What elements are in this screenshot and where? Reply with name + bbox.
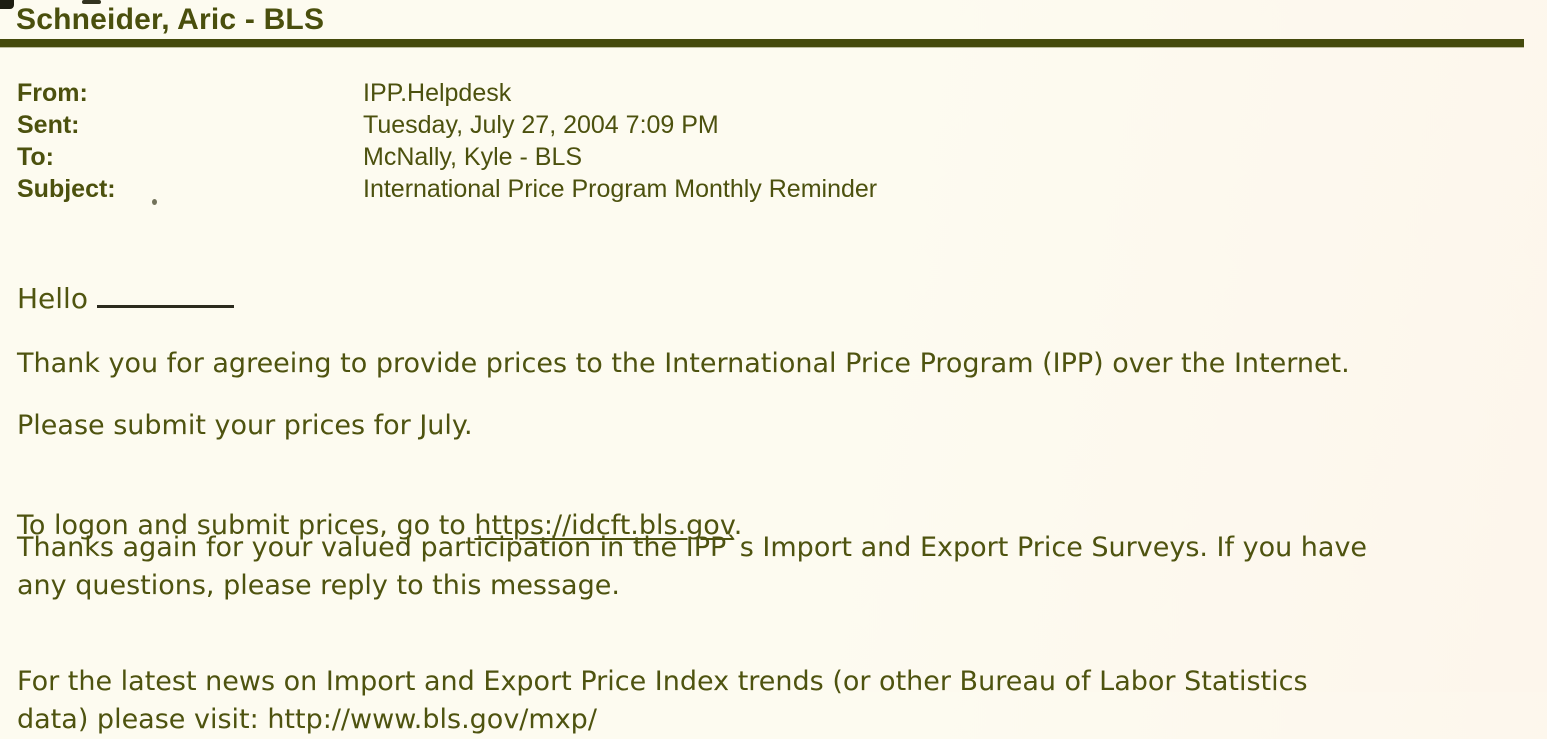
logon-period: . (733, 510, 743, 541)
logon-text: To logon and submit prices, go to (17, 510, 475, 541)
email-header-row-from: From: IPP.Helpdesk (0, 78, 1547, 108)
scan-artifact (0, 0, 14, 9)
sent-value: Tuesday, July 27, 2004 7:09 PM (363, 111, 719, 139)
email-header-row-sent: Sent: Tuesday, July 27, 2004 7:09 PM (0, 110, 1547, 140)
paragraph-thank-you: Thank you for agreeing to provide prices… (17, 348, 1350, 379)
page-title: Schneider, Aric - BLS (16, 3, 325, 36)
email-header-row-subject: Subject: International Price Program Mon… (0, 174, 1547, 204)
subject-label: Subject: (17, 175, 116, 203)
latest-news-text: For the latest news on Import and Export… (17, 666, 1308, 735)
to-label: To: (17, 143, 55, 171)
mxp-url-text: http://www.bls.gov/mxp/ (267, 704, 597, 735)
title-divider-rule (0, 39, 1524, 47)
subject-value: International Price Program Monthly Remi… (363, 175, 878, 203)
paragraph-thanks-participation: Thanks again for your valued participati… (17, 532, 1368, 601)
paragraph-logon: To logon and submit prices, go to https:… (17, 469, 1522, 545)
from-label: From: (17, 79, 88, 107)
greeting-line: Hello (17, 281, 234, 316)
greeting-text: Hello (17, 282, 88, 315)
from-value: IPP.Helpdesk (363, 79, 512, 107)
paragraph-latest-news: For the latest news on Import and Export… (17, 625, 1522, 739)
sent-label: Sent: (17, 111, 80, 139)
idcft-bls-gov-link[interactable]: https://idcft.bls.gov (474, 510, 734, 541)
paragraph-submit-prices: Please submit your prices for July. (17, 410, 473, 441)
email-header-row-to: To: McNally, Kyle - BLS (0, 142, 1547, 172)
to-value: McNally, Kyle - BLS (363, 143, 583, 171)
scan-artifact (82, 0, 101, 4)
name-blank-underline (96, 281, 234, 308)
scan-artifact (152, 199, 157, 205)
